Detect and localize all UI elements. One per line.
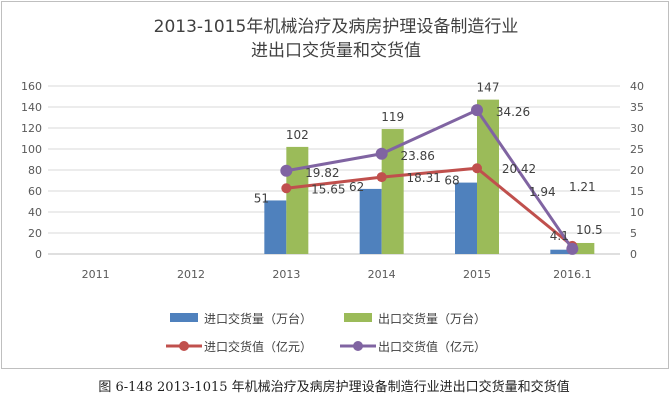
- x-tick-label: 2013: [272, 268, 300, 281]
- line-point-export-value: [280, 164, 293, 177]
- bar-export-volume: [286, 146, 309, 254]
- caption-text: 2013-1015 年机械治疗及病房护理设备制造行业进出口交货量和交货值: [156, 380, 570, 395]
- x-tick-label: 2014: [368, 268, 396, 281]
- legend-label-export-value: 出口交货值（亿元）: [378, 339, 486, 354]
- data-label-export-volume: 147: [477, 81, 500, 95]
- y-right-tick-label: 5: [630, 227, 637, 240]
- y-right-tick-label: 35: [630, 101, 644, 114]
- data-label-import-volume: 68: [444, 174, 459, 188]
- y-left-tick-label: 20: [28, 227, 42, 240]
- y-left-tick-label: 60: [28, 185, 42, 198]
- data-label-export-volume: 102: [286, 128, 309, 142]
- y-right-tick-label: 30: [630, 122, 644, 135]
- y-left-tick-label: 140: [21, 101, 42, 114]
- bar-export-volume: [381, 129, 404, 254]
- series-line-export-value: [286, 108, 574, 250]
- bar-import-volume: [264, 200, 287, 254]
- x-tick-label: 2011: [82, 268, 110, 281]
- y-right-tick-label: 25: [630, 143, 644, 156]
- legend-marker-export-value: [353, 341, 363, 351]
- y-left-tick-label: 160: [21, 80, 42, 93]
- chart-frame: [1, 1, 669, 369]
- y-left-tick-label: 80: [28, 164, 42, 177]
- y-right-tick-label: 0: [630, 248, 637, 261]
- y-right-tick-label: 15: [630, 185, 644, 198]
- series-line-import-value: [286, 166, 574, 248]
- data-label-import-volume: 51: [254, 191, 269, 205]
- bar-export-volume: [572, 242, 595, 254]
- x-tick-label: 2012: [177, 268, 205, 281]
- x-tick-label: 2016.1: [553, 268, 592, 281]
- line-point-import-value: [376, 172, 387, 183]
- data-label-import-value: 1.94: [529, 185, 556, 199]
- y-left-tick-label: 100: [21, 143, 42, 156]
- legend-swatch-import-volume: [170, 313, 198, 322]
- y-right-tick-label: 40: [630, 80, 644, 93]
- chart-title-line: 2013-1015年机械治疗及病房护理设备制造行业: [154, 17, 519, 37]
- data-label-export-value: 23.86: [400, 149, 434, 163]
- y-right-tick-label: 10: [630, 206, 644, 219]
- legend-marker-import-value: [179, 341, 189, 351]
- line-point-export-value: [471, 104, 483, 117]
- data-label-import-volume: 4.1: [550, 229, 569, 243]
- bar-import-volume: [455, 182, 477, 254]
- figure-number: 图 6-148: [98, 380, 153, 395]
- data-label-export-value: 1.21: [569, 180, 596, 194]
- data-label-export-volume: 119: [381, 110, 404, 124]
- line-point-export-value: [375, 147, 388, 160]
- data-label-import-value: 20.42: [502, 162, 536, 176]
- y-left-tick-label: 40: [28, 206, 42, 219]
- data-label-import-volume: 62: [349, 180, 364, 194]
- data-label-export-value: 19.82: [305, 166, 339, 180]
- legend-label-import-value: 进口交货值（亿元）: [204, 339, 312, 354]
- line-point-import-value: [281, 183, 292, 194]
- figure-caption: 图 6-148 2013-1015 年机械治疗及病房护理设备制造行业进出口交货量和…: [0, 376, 672, 395]
- data-label-import-value: 18.31: [406, 171, 440, 185]
- legend-label-export-volume: 出口交货量（万台）: [378, 311, 486, 326]
- data-label-import-value: 15.65: [311, 182, 345, 196]
- bar-import-volume: [359, 188, 382, 254]
- line-point-import-value: [472, 163, 482, 174]
- y-left-tick-label: 120: [21, 122, 42, 135]
- x-tick-label: 2015: [463, 268, 491, 281]
- chart-title-line: 进出口交货量和交货值: [251, 41, 421, 61]
- legend-label-import-volume: 进口交货量（万台）: [204, 311, 312, 326]
- bar-import-volume: [550, 249, 573, 254]
- legend-swatch-export-volume: [344, 313, 372, 322]
- data-label-export-value: 34.26: [496, 105, 530, 119]
- data-label-export-volume: 10.5: [576, 223, 603, 237]
- y-right-tick-label: 20: [630, 164, 644, 177]
- line-point-export-value: [566, 242, 579, 255]
- y-left-tick-label: 0: [35, 248, 42, 261]
